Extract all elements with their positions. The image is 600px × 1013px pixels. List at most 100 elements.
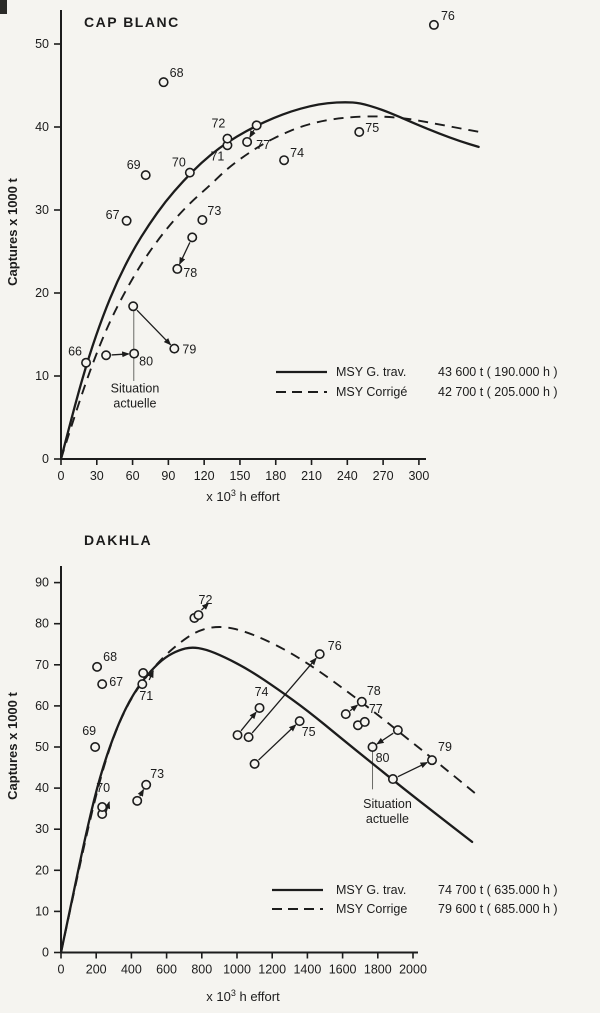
data-point xyxy=(129,348,140,359)
data-point xyxy=(243,732,254,743)
data-point xyxy=(428,19,439,30)
year-label: 70 xyxy=(172,156,186,170)
legend-value: 79 600 t ( 685.000 h ) xyxy=(438,902,558,916)
year-label: 73 xyxy=(207,204,221,218)
data-point xyxy=(187,232,198,243)
data-point xyxy=(427,755,438,766)
x-axis-title: x 103 h effort xyxy=(206,988,280,1004)
data-point xyxy=(158,77,169,88)
x-axis-tick-label: 200 xyxy=(86,963,107,977)
year-label: 68 xyxy=(103,650,117,664)
data-point xyxy=(132,795,143,806)
correction-arrow xyxy=(249,129,256,139)
legend-label: MSY Corrige xyxy=(336,902,407,916)
y-axis-tick-label: 0 xyxy=(42,452,49,466)
year-label: 72 xyxy=(211,117,225,131)
x-axis-tick-label: 1600 xyxy=(329,963,357,977)
situation-actuelle-label: Situation actuelle xyxy=(363,797,412,826)
x-axis-tick-label: 800 xyxy=(191,963,212,977)
y-axis-tick-label: 10 xyxy=(35,369,49,383)
y-axis-tick-label: 50 xyxy=(35,37,49,51)
year-label: 78 xyxy=(367,684,381,698)
x-axis-tick-label: 1200 xyxy=(258,963,286,977)
data-point xyxy=(137,679,148,690)
correction-arrow xyxy=(147,670,154,681)
y-axis-tick-label: 30 xyxy=(35,203,49,217)
x-axis-tick-label: 0 xyxy=(58,963,65,977)
data-point xyxy=(232,730,243,741)
legend-value: 42 700 t ( 205.000 h ) xyxy=(438,385,558,399)
scan-artifact xyxy=(0,0,7,14)
correction-arrow xyxy=(104,801,111,813)
year-label: 71 xyxy=(139,689,153,703)
year-label: 76 xyxy=(441,9,455,23)
x-axis-tick-label: 180 xyxy=(265,469,286,483)
year-label: 71 xyxy=(210,149,224,163)
msy-curve-corrige-dashed xyxy=(60,115,480,460)
x-axis-tick-label: 2000 xyxy=(399,963,427,977)
correction-arrow xyxy=(397,761,428,778)
year-label: 77 xyxy=(369,702,383,716)
data-point xyxy=(279,155,290,166)
data-point xyxy=(184,167,195,178)
situation-actuelle-label: Situation actuelle xyxy=(111,382,160,411)
y-axis-tick-label: 70 xyxy=(35,658,49,672)
chart-title: CAP BLANC xyxy=(84,14,180,30)
y-axis-tick-label: 50 xyxy=(35,740,49,754)
correction-arrow xyxy=(258,724,297,761)
year-label: 72 xyxy=(199,593,213,607)
year-label: 78 xyxy=(183,266,197,280)
correction-arrow xyxy=(179,242,191,265)
legend-label: MSY G. trav. xyxy=(336,883,406,897)
chart-cap-blanc: 0 30 60 90 120 150 180 210 240 270 300 0 10 20 30 40 50 S… xyxy=(5,9,558,504)
y-axis-tick-label: 80 xyxy=(35,617,49,631)
year-label: 73 xyxy=(150,767,164,781)
data-point xyxy=(314,649,325,660)
data-point xyxy=(222,133,233,144)
data-point xyxy=(294,716,305,727)
correction-arrow xyxy=(200,602,210,611)
data-point xyxy=(97,802,108,813)
correction-arrow xyxy=(137,788,145,797)
y-axis-tick-label: 30 xyxy=(35,822,49,836)
x-axis-tick-label: 240 xyxy=(337,469,358,483)
y-axis-title: Captures x 1000 t xyxy=(5,178,20,286)
legend-value: 74 700 t ( 635.000 h ) xyxy=(438,883,558,897)
x-axis-tick-label: 60 xyxy=(126,469,140,483)
data-point xyxy=(367,742,378,753)
y-axis-tick-label: 40 xyxy=(35,120,49,134)
year-label: 69 xyxy=(82,724,96,738)
data-point xyxy=(193,610,204,621)
data-point xyxy=(392,725,403,736)
data-point xyxy=(81,357,92,368)
x-axis-tick-label: 30 xyxy=(90,469,104,483)
year-label: 68 xyxy=(170,66,184,80)
x-axis-tick-label: 270 xyxy=(373,469,394,483)
x-axis-tick-label: 0 xyxy=(58,469,65,483)
legend-label: MSY G. trav. xyxy=(336,365,406,379)
data-point xyxy=(387,774,398,785)
year-label: 79 xyxy=(182,343,196,357)
year-label: 80 xyxy=(376,751,390,765)
year-label: 67 xyxy=(106,208,120,222)
year-label: 77 xyxy=(256,138,270,152)
y-axis-tick-label: 60 xyxy=(35,699,49,713)
year-label: 74 xyxy=(290,146,304,160)
x-axis-tick-label: 1800 xyxy=(364,963,392,977)
year-label: 79 xyxy=(438,740,452,754)
y-axis-tick-label: 20 xyxy=(35,863,49,877)
x-axis-tick-label: 1400 xyxy=(293,963,321,977)
year-label: 69 xyxy=(127,158,141,172)
year-label: 66 xyxy=(68,345,82,359)
data-point xyxy=(92,661,103,672)
data-point xyxy=(138,668,149,679)
data-point xyxy=(249,758,260,769)
data-point xyxy=(242,136,253,147)
year-label: 74 xyxy=(255,685,269,699)
legend-value: 43 600 t ( 190.000 h ) xyxy=(438,365,558,379)
y-axis-tick-label: 20 xyxy=(35,286,49,300)
msy-curve-corrige-dashed xyxy=(60,626,479,953)
data-point xyxy=(359,716,370,727)
y-axis-tick-label: 40 xyxy=(35,781,49,795)
year-label: 76 xyxy=(328,639,342,653)
